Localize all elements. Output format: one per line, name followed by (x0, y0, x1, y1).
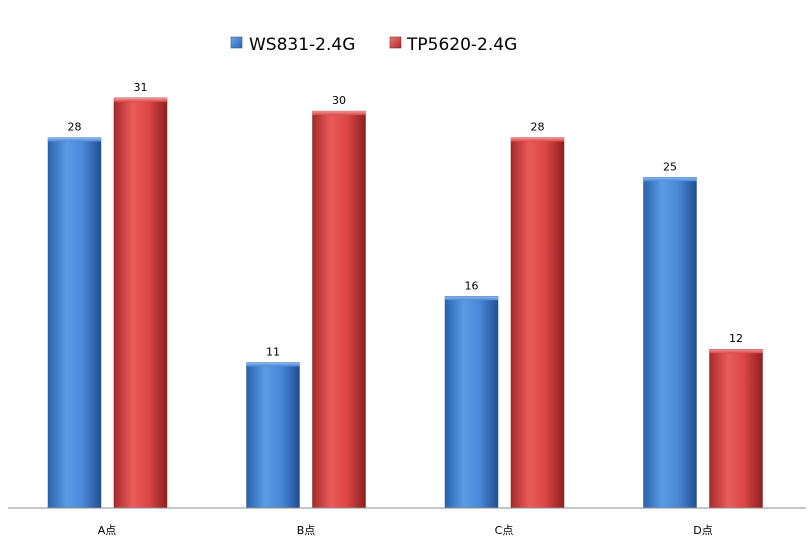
bar-0-0 (47, 137, 102, 509)
bar-top-highlight-0-2 (445, 296, 498, 301)
legend-swatch-0 (230, 36, 243, 49)
bar-0-1 (246, 362, 300, 509)
data-label-1-0: 31 (134, 81, 148, 94)
bar-top-highlight-1-1 (312, 111, 366, 116)
data-label-0-1: 11 (266, 345, 280, 358)
x-tick-label-2: C点 (495, 524, 514, 537)
bar-0-2 (444, 296, 499, 509)
bar-top-highlight-0-1 (246, 362, 300, 367)
bar-1-2 (510, 137, 565, 509)
data-label-0-2: 16 (465, 279, 479, 292)
x-axis-labels: A点 B点 C点 D点 (98, 524, 713, 537)
data-label-1-2: 28 (531, 121, 545, 134)
bars-group (47, 97, 763, 509)
legend: WS831-2.4G TP5620-2.4G (230, 35, 517, 55)
legend-label-0: WS831-2.4G (249, 35, 355, 55)
bar-top-highlight-1-3 (709, 349, 763, 354)
bar-top-highlight-1-0 (114, 97, 167, 102)
data-labels-group: 28 31 11 30 16 28 25 12 (68, 81, 744, 359)
x-tick-label-3: D点 (693, 524, 712, 537)
bar-0-3 (643, 177, 697, 509)
data-label-1-3: 12 (729, 332, 743, 345)
legend-swatch-1 (389, 36, 402, 49)
bar-1-3 (709, 348, 763, 509)
data-label-0-3: 25 (663, 160, 677, 173)
legend-item-0: WS831-2.4G (230, 35, 355, 55)
bar-top-highlight-1-2 (511, 137, 564, 142)
data-label-0-0: 28 (68, 121, 82, 134)
bar-1-0 (113, 97, 168, 509)
legend-item-1: TP5620-2.4G (389, 35, 517, 55)
bar-top-highlight-0-3 (643, 177, 697, 182)
x-tick-label-1: B点 (297, 524, 316, 537)
bar-1-1 (312, 110, 366, 509)
x-tick-label-0: A点 (98, 524, 117, 537)
data-label-1-1: 30 (332, 94, 346, 107)
bar-top-highlight-0-0 (48, 137, 101, 142)
legend-label-1: TP5620-2.4G (406, 35, 517, 55)
